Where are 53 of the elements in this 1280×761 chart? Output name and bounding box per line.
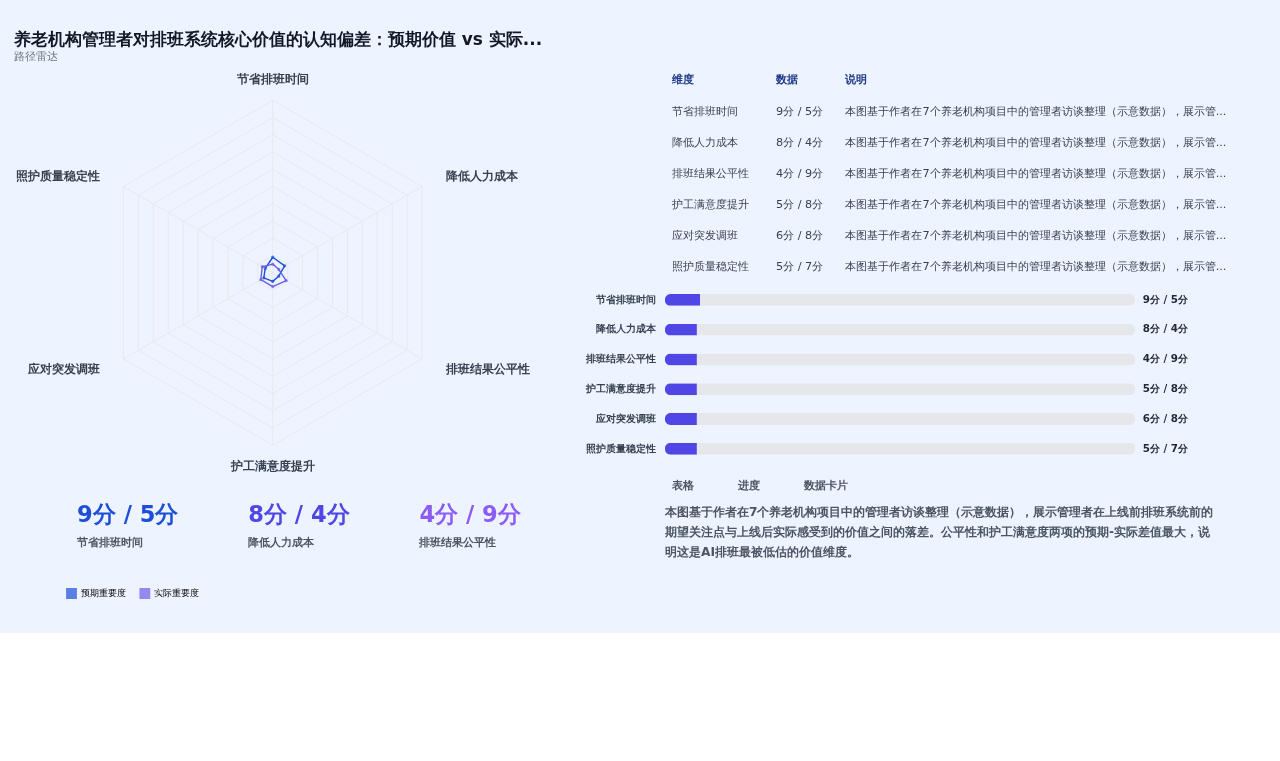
text: 节省排班时间: [76, 535, 144, 549]
spoke-label: 应对突发调班: [26, 362, 100, 377]
text: 本图基于作者在7个养老机构项目中的管理者访谈整理（示意数据），展示管...: [845, 197, 1227, 211]
legend-label: 预期重要度: [80, 587, 126, 599]
chart-subtitle: 路径雷达: [13, 50, 58, 64]
text: 本图基于作者在7个养老机构项目中的管理者访谈整理（示意数据），展示管理者在上线前排班系统前的期望关注点与上线后实际感受到的价值之间的落差。公平性和护工满意度两项的预期-实际差值最大，说明这是AI排班最被低估的价值维度。: [663, 505, 1214, 559]
text: 本图基于作者在7个养老机构项目中的管理者访谈整理（示意数据），展示管...: [845, 166, 1227, 180]
category-label: 节省排班时间: [672, 104, 739, 118]
y-tick-label: 照护质量稳定性: [585, 441, 656, 454]
spoke-label: 节省排班时间: [235, 72, 309, 87]
legend-label: 实际重要度: [154, 587, 200, 599]
spoke-label: 照护质量稳定性: [15, 168, 100, 183]
text: 本图基于作者在7个养老机构项目中的管理者访谈整理（示意数据），展示管...: [845, 104, 1227, 118]
category-label: 照护质量稳定性: [672, 259, 750, 273]
text: 9分 / 5分: [1142, 292, 1189, 305]
category-label: 应对突发调班: [672, 228, 739, 242]
text: 4分 / 9分: [419, 501, 522, 527]
text: 6分 / 8分: [775, 228, 824, 242]
text: 5分 / 7分: [775, 259, 824, 273]
chart-title: 养老机构管理者对排班系统核心价值的认知偏差：预期价值 vs 实际...: [12, 29, 543, 50]
y-tick-label: 节省排班时间: [594, 292, 656, 305]
category-label: 护工满意度提升: [671, 197, 750, 211]
text: 本图基于作者在7个养老机构项目中的管理者访谈整理（示意数据），展示管...: [845, 228, 1227, 242]
text: 表格: [671, 479, 696, 493]
y-tick-label: 应对突发调班: [594, 411, 656, 424]
text: 8分 / 4分: [775, 135, 824, 149]
text: 4分 / 9分: [1142, 352, 1189, 365]
text: 9分 / 5分: [775, 104, 824, 118]
text: 5分 / 8分: [775, 197, 824, 211]
text: 说明: [844, 72, 868, 86]
spoke-label: 排班结果公平性: [444, 362, 530, 377]
category-label: 排班结果公平性: [672, 166, 750, 180]
text: 进度: [737, 479, 761, 493]
y-tick-label: 排班结果公平性: [584, 352, 656, 365]
text: 数据卡片: [803, 479, 849, 493]
spoke-label: 降低人力成本: [445, 168, 519, 183]
text: 8分 / 4分: [248, 501, 351, 527]
text: 6分 / 8分: [1142, 411, 1189, 424]
text: 5分 / 7分: [1142, 441, 1189, 454]
text: 降低人力成本: [248, 535, 316, 549]
text: 4分 / 9分: [775, 166, 824, 180]
text: 本图基于作者在7个养老机构项目中的管理者访谈整理（示意数据），展示管...: [845, 259, 1227, 273]
text: 数据: [774, 72, 798, 86]
y-tick-label: 护工满意度提升: [584, 382, 656, 395]
spoke-label: 护工满意度提升: [229, 458, 315, 473]
text: 维度: [671, 72, 695, 86]
text: 本图基于作者在7个养老机构项目中的管理者访谈整理（示意数据），展示管...: [845, 135, 1227, 149]
category-label: 降低人力成本: [672, 135, 739, 149]
text: 排班结果公平性: [418, 535, 497, 549]
text: 5分 / 8分: [1142, 382, 1189, 395]
text: 8分 / 4分: [1142, 322, 1189, 335]
text: 9分 / 5分: [77, 501, 180, 527]
y-tick-label: 降低人力成本: [595, 322, 657, 335]
